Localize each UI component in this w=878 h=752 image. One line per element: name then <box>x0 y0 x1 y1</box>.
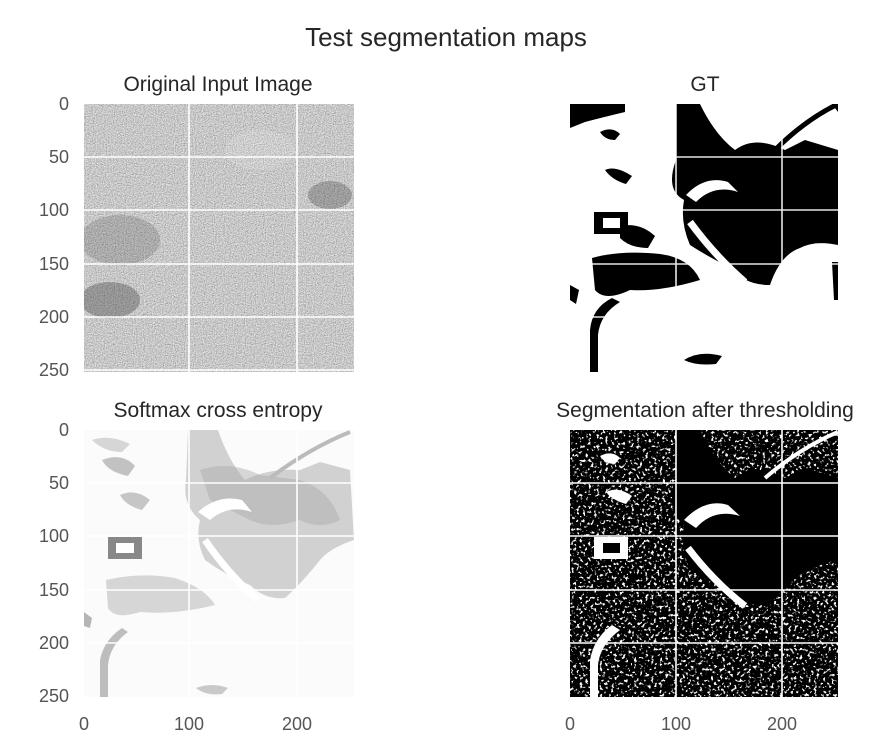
ytick-label: 100 <box>39 526 69 546</box>
grid-original <box>84 104 354 372</box>
ytick-label: 0 <box>59 94 69 114</box>
yticks-softmax: 0 50 100 150 200 250 <box>39 420 69 706</box>
xtick-label: 0 <box>565 714 575 734</box>
xtick-label: 200 <box>282 714 312 734</box>
ytick-label: 150 <box>39 254 69 274</box>
ytick-label: 200 <box>39 307 69 327</box>
ytick-label: 250 <box>39 360 69 380</box>
xtick-label: 100 <box>661 714 691 734</box>
original-texture <box>84 104 354 372</box>
xtick-label: 200 <box>767 714 797 734</box>
figure-title: Test segmentation maps <box>305 22 587 52</box>
panel-title-thresholded: Segmentation after thresholding <box>556 399 854 422</box>
xtick-label: 0 <box>79 714 89 734</box>
xticks-softmax: 0 100 200 <box>79 714 312 734</box>
xticks-thresholded: 0 100 200 <box>565 714 797 734</box>
grid-thresholded <box>570 430 838 697</box>
thresholded-map <box>570 430 838 697</box>
ytick-label: 250 <box>39 686 69 706</box>
ytick-label: 50 <box>49 147 69 167</box>
softmax-map <box>84 430 354 697</box>
xtick-label: 100 <box>174 714 204 734</box>
ytick-label: 200 <box>39 633 69 653</box>
panel-softmax: Softmax cross entropy <box>39 399 354 734</box>
panel-title-gt: GT <box>690 73 719 96</box>
panel-title-softmax: Softmax cross entropy <box>114 399 323 422</box>
ytick-label: 100 <box>39 200 69 220</box>
ytick-label: 150 <box>39 580 69 600</box>
ytick-label: 50 <box>49 473 69 493</box>
grid-gt <box>570 104 838 372</box>
panel-title-original: Original Input Image <box>123 73 312 96</box>
grid-softmax <box>84 430 354 697</box>
panel-thresholded: Segmentation after thresholding 0 100 <box>556 399 854 734</box>
gt-mask <box>570 104 838 372</box>
panel-original-input: Original Input Image 0 50 100 150 200 25… <box>39 73 354 380</box>
ytick-label: 0 <box>59 420 69 440</box>
yticks-original: 0 50 100 150 200 250 <box>39 94 69 380</box>
panel-gt: GT <box>570 73 838 372</box>
